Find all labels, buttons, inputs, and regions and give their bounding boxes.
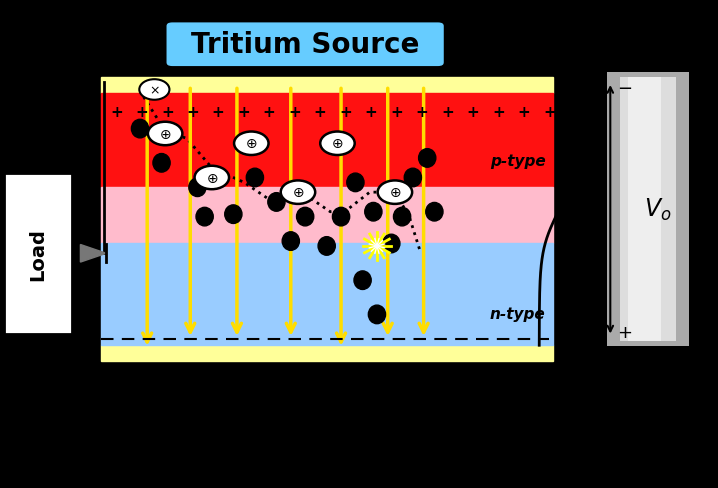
Ellipse shape [268,193,285,212]
Text: +: + [288,105,301,120]
Text: $\oplus$: $\oplus$ [388,186,401,200]
Text: $\times$: $\times$ [149,84,159,97]
Text: +: + [390,105,403,120]
Bar [101,244,553,346]
Text: +: + [441,105,454,120]
Polygon shape [80,245,106,263]
Text: +: + [467,105,479,120]
Text: +: + [161,105,174,120]
Text: $\oplus$: $\oplus$ [331,137,344,151]
Text: +: + [263,105,276,120]
Bar [101,188,553,244]
Circle shape [281,181,315,204]
Circle shape [195,166,229,190]
Ellipse shape [404,169,421,187]
Circle shape [148,122,182,146]
Ellipse shape [131,120,149,139]
Text: p-type: p-type [490,154,546,169]
Text: +: + [136,105,148,120]
Circle shape [320,132,355,156]
Text: $\oplus$: $\oplus$ [205,171,218,185]
Text: +: + [543,105,556,120]
Text: $V_o$: $V_o$ [644,197,671,223]
Ellipse shape [383,235,400,253]
Ellipse shape [196,208,213,226]
Text: +: + [365,105,378,120]
Text: +: + [110,105,123,120]
Text: $-$: $-$ [559,166,575,185]
Text: +: + [339,105,352,120]
Bar [101,346,553,361]
Circle shape [378,181,412,204]
Text: $\oplus$: $\oplus$ [245,137,258,151]
Text: $\oplus$: $\oplus$ [159,127,172,141]
Text: n-type: n-type [490,306,546,321]
FancyBboxPatch shape [165,22,445,68]
Bar [4,173,72,334]
Ellipse shape [368,305,386,324]
Ellipse shape [189,179,206,197]
Bar [101,94,553,188]
Ellipse shape [282,232,299,251]
Ellipse shape [297,208,314,226]
Ellipse shape [225,205,242,224]
Text: +: + [314,105,327,120]
Ellipse shape [354,271,371,290]
Ellipse shape [318,237,335,256]
Ellipse shape [365,203,382,222]
Text: +: + [212,105,225,120]
Bar [607,73,689,346]
Text: $-$: $-$ [617,78,633,96]
Circle shape [139,80,169,101]
Text: +: + [416,105,429,120]
Ellipse shape [246,169,264,187]
Ellipse shape [393,208,411,226]
Circle shape [234,132,269,156]
Ellipse shape [426,203,443,222]
Ellipse shape [153,154,170,173]
Text: Tritium Source: Tritium Source [191,31,419,59]
Ellipse shape [332,208,350,226]
Text: Load: Load [28,227,47,280]
Ellipse shape [419,149,436,168]
Bar [101,78,553,94]
Bar [620,78,676,342]
Text: +: + [492,105,505,120]
Text: $+$: $+$ [559,246,575,265]
Bar [628,78,661,342]
Text: +: + [187,105,199,120]
Text: +: + [518,105,530,120]
Text: $\oplus$: $\oplus$ [292,186,304,200]
Ellipse shape [347,174,364,192]
Text: $+$: $+$ [617,324,633,342]
Text: +: + [237,105,250,120]
